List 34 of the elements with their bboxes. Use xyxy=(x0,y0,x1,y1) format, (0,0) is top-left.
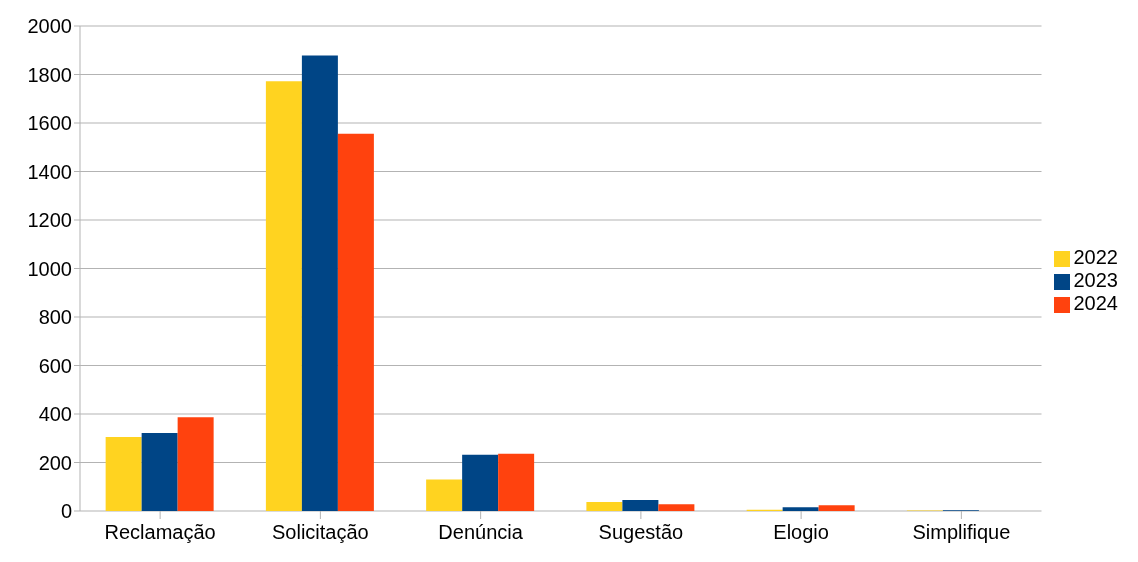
bar xyxy=(265,81,302,511)
y-tick-label: 600 xyxy=(38,354,72,377)
x-tick-label: Sugestão xyxy=(598,521,684,544)
legend-label: 2024 xyxy=(1073,292,1118,314)
y-tick-label: 200 xyxy=(38,451,72,474)
bar xyxy=(426,479,463,511)
bar xyxy=(818,505,855,511)
legend-label: 2022 xyxy=(1073,246,1118,268)
x-tick-label: Solicitação xyxy=(272,521,369,544)
bar xyxy=(141,432,178,511)
x-tick-label: Elogio xyxy=(773,521,829,544)
y-tick-label: 1200 xyxy=(27,209,72,232)
bar xyxy=(105,437,142,511)
bar xyxy=(622,500,659,511)
bar xyxy=(301,55,338,511)
x-tick-label: Reclamação xyxy=(104,521,216,544)
y-tick-label: 400 xyxy=(38,403,72,426)
y-tick-label: 2000 xyxy=(27,15,72,38)
bar xyxy=(498,453,535,511)
bar xyxy=(782,507,819,511)
legend-label: 2023 xyxy=(1073,269,1118,291)
bar xyxy=(658,504,695,511)
y-tick-label: 1400 xyxy=(27,160,72,183)
y-tick-label: 800 xyxy=(38,306,72,329)
bar xyxy=(177,417,214,511)
y-tick-label: 1800 xyxy=(27,63,72,86)
x-tick-label: Simplifique xyxy=(912,521,1011,544)
x-tick-label: Denúncia xyxy=(438,521,524,544)
y-tick-label: 1600 xyxy=(27,112,72,135)
bar xyxy=(586,502,623,511)
y-tick-label: 1000 xyxy=(27,257,72,280)
bar xyxy=(337,133,374,511)
y-tick-label: 0 xyxy=(60,500,72,523)
bar xyxy=(462,454,499,511)
